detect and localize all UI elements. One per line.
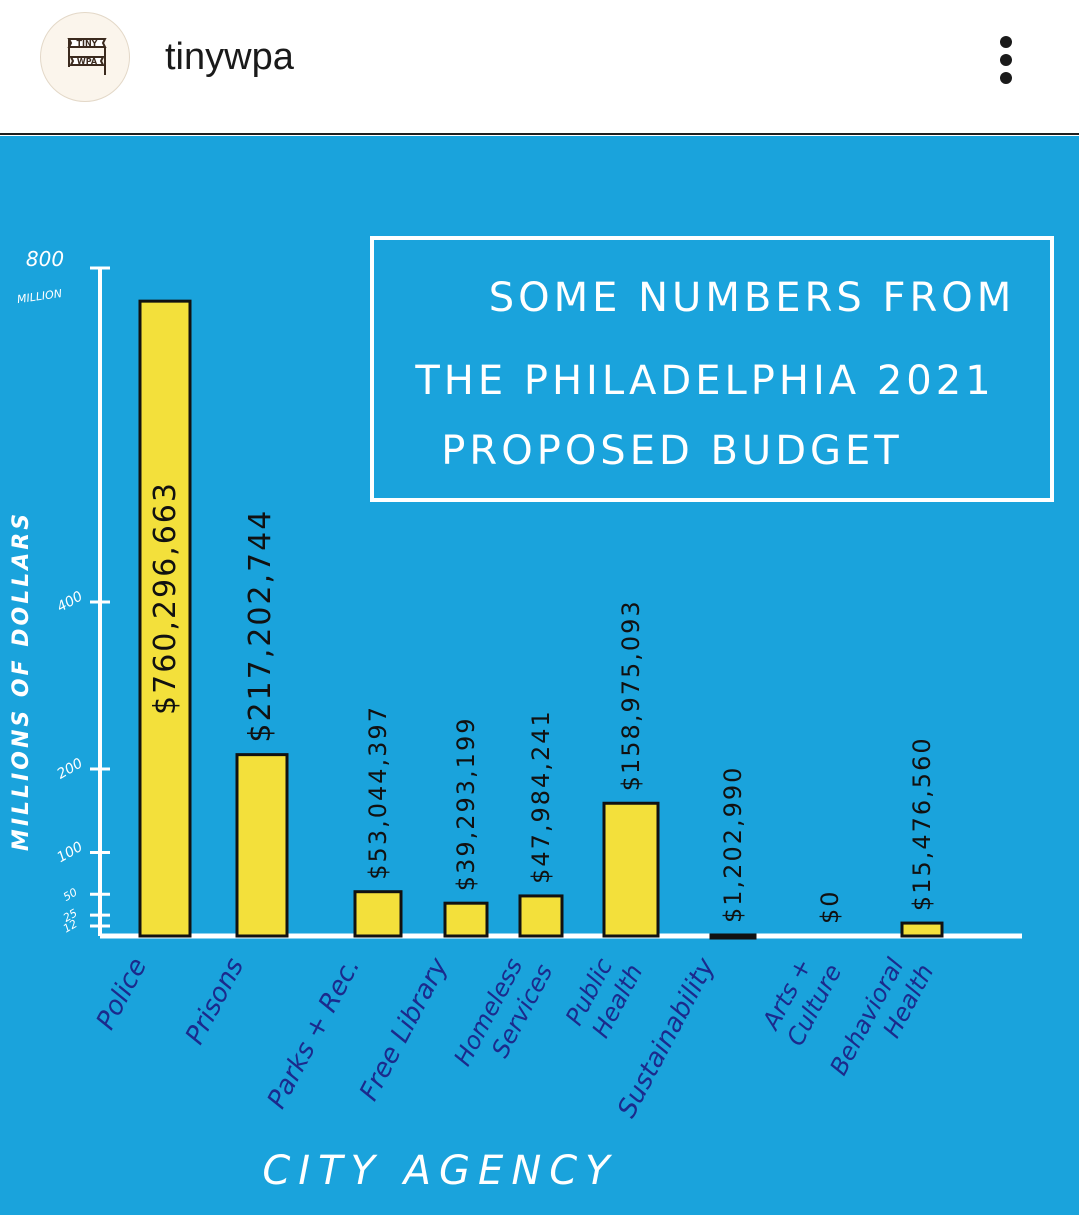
bar-value-label: $15,476,560 bbox=[908, 736, 936, 911]
bar bbox=[353, 890, 403, 938]
category-label: Police bbox=[91, 953, 153, 1034]
bar-value-label: $39,293,199 bbox=[452, 717, 480, 892]
avatar-text-line-2: WPA bbox=[77, 57, 98, 66]
y-tick-label: 100 bbox=[54, 839, 85, 866]
title-box bbox=[370, 236, 1054, 502]
bar-value-label: $1,202,990 bbox=[719, 766, 747, 923]
profile-avatar[interactable]: TINY WPA bbox=[40, 12, 130, 102]
tinywpa-logo-icon: TINY WPA bbox=[67, 38, 107, 75]
y-tick-label: 400 bbox=[54, 588, 85, 615]
budget-bar-chart: SOME NUMBERS FROM THE PHILADELPHIA 2021 … bbox=[9, 236, 1054, 1194]
bar bbox=[443, 901, 489, 938]
y-axis-max-unit: MILLION bbox=[16, 287, 62, 306]
bar bbox=[602, 801, 660, 938]
more-options-icon[interactable] bbox=[990, 30, 1026, 90]
bar bbox=[138, 299, 192, 938]
y-axis-label: MILLIONS OF DOLLARS bbox=[9, 511, 34, 851]
category-label: Free Library bbox=[354, 953, 454, 1106]
chart-title-line-3: PROPOSED BUDGET bbox=[441, 428, 902, 474]
bar-value-label: $53,044,397 bbox=[364, 705, 392, 880]
bar bbox=[709, 933, 757, 940]
bar bbox=[518, 894, 564, 938]
y-tick-label: 200 bbox=[54, 755, 85, 782]
bar-value-label: $0 bbox=[816, 889, 844, 924]
y-tick-label: 50 bbox=[61, 886, 80, 904]
chart-title-line-1: SOME NUMBERS FROM bbox=[489, 275, 1016, 321]
post-image: SOME NUMBERS FROM THE PHILADELPHIA 2021 … bbox=[0, 136, 1079, 1215]
x-axis-label: CITY AGENCY bbox=[262, 1148, 617, 1194]
username-link[interactable]: tinywpa bbox=[165, 36, 294, 78]
bar bbox=[900, 921, 944, 938]
y-tick-label: 12 bbox=[61, 917, 80, 935]
bar bbox=[235, 753, 289, 938]
avatar-text-line-1: TINY bbox=[77, 39, 98, 48]
chart-title-line-2: THE PHILADELPHIA 2021 bbox=[414, 358, 994, 404]
bar-value-label: $217,202,744 bbox=[243, 509, 278, 743]
y-tick-label: 25 bbox=[61, 906, 80, 924]
category-label: Prisons bbox=[180, 953, 250, 1049]
bar-value-label: $158,975,093 bbox=[617, 599, 645, 791]
post-header: TINY WPA tinywpa bbox=[0, 0, 1079, 135]
bar-value-label: $760,296,663 bbox=[148, 481, 183, 715]
category-label: Parks + Rec. bbox=[262, 953, 366, 1114]
bar-value-label: $47,984,241 bbox=[527, 709, 555, 884]
y-tick-label: 800 bbox=[26, 247, 64, 271]
